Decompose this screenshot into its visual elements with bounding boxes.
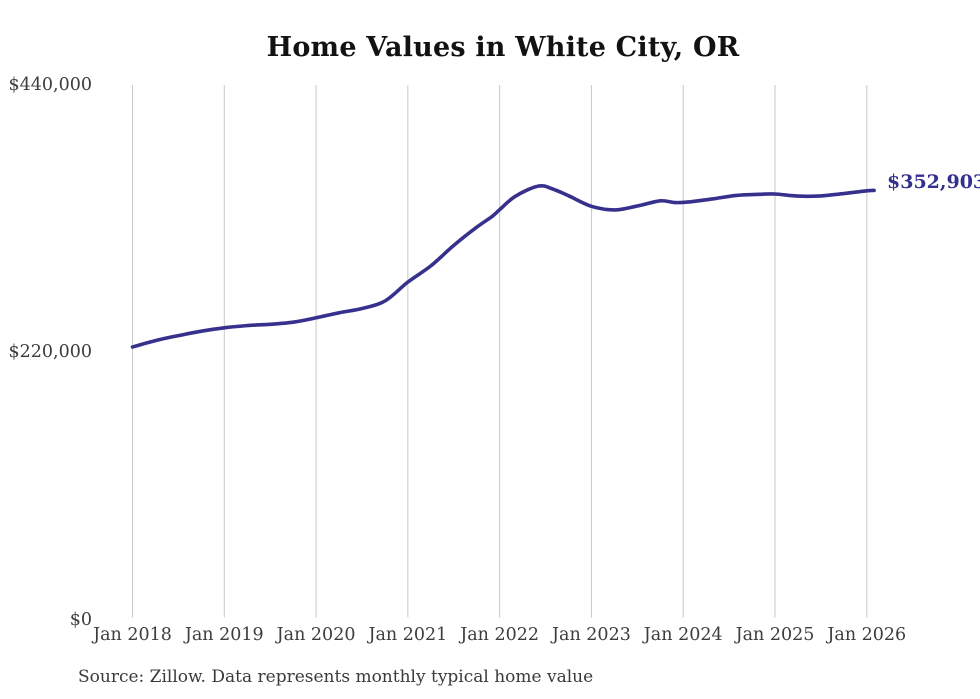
x-tick-label: Jan 2024	[643, 625, 723, 645]
value-line	[130, 183, 876, 349]
source-note: Source: Zillow. Data represents monthly …	[78, 667, 594, 687]
x-tick-label: Jan 2023	[552, 625, 631, 645]
y-tick-label: $440,000	[8, 75, 92, 95]
x-tick-label: Jan 2025	[735, 625, 815, 645]
y-tick-label: $220,000	[8, 342, 92, 362]
x-tick-label: Jan 2018	[93, 625, 172, 645]
x-tick-label: Jan 2022	[460, 625, 540, 645]
x-tick-label: Jan 2019	[184, 625, 264, 645]
y-tick-label: $0	[69, 610, 92, 630]
x-tick-label: Jan 2020	[276, 625, 356, 645]
chart-title: Home Values in White City, OR	[266, 32, 740, 63]
x-tick-label: Jan 2026	[827, 625, 907, 645]
x-tick-label: Jan 2021	[368, 625, 448, 645]
current-value-label: $352,903	[887, 171, 980, 193]
